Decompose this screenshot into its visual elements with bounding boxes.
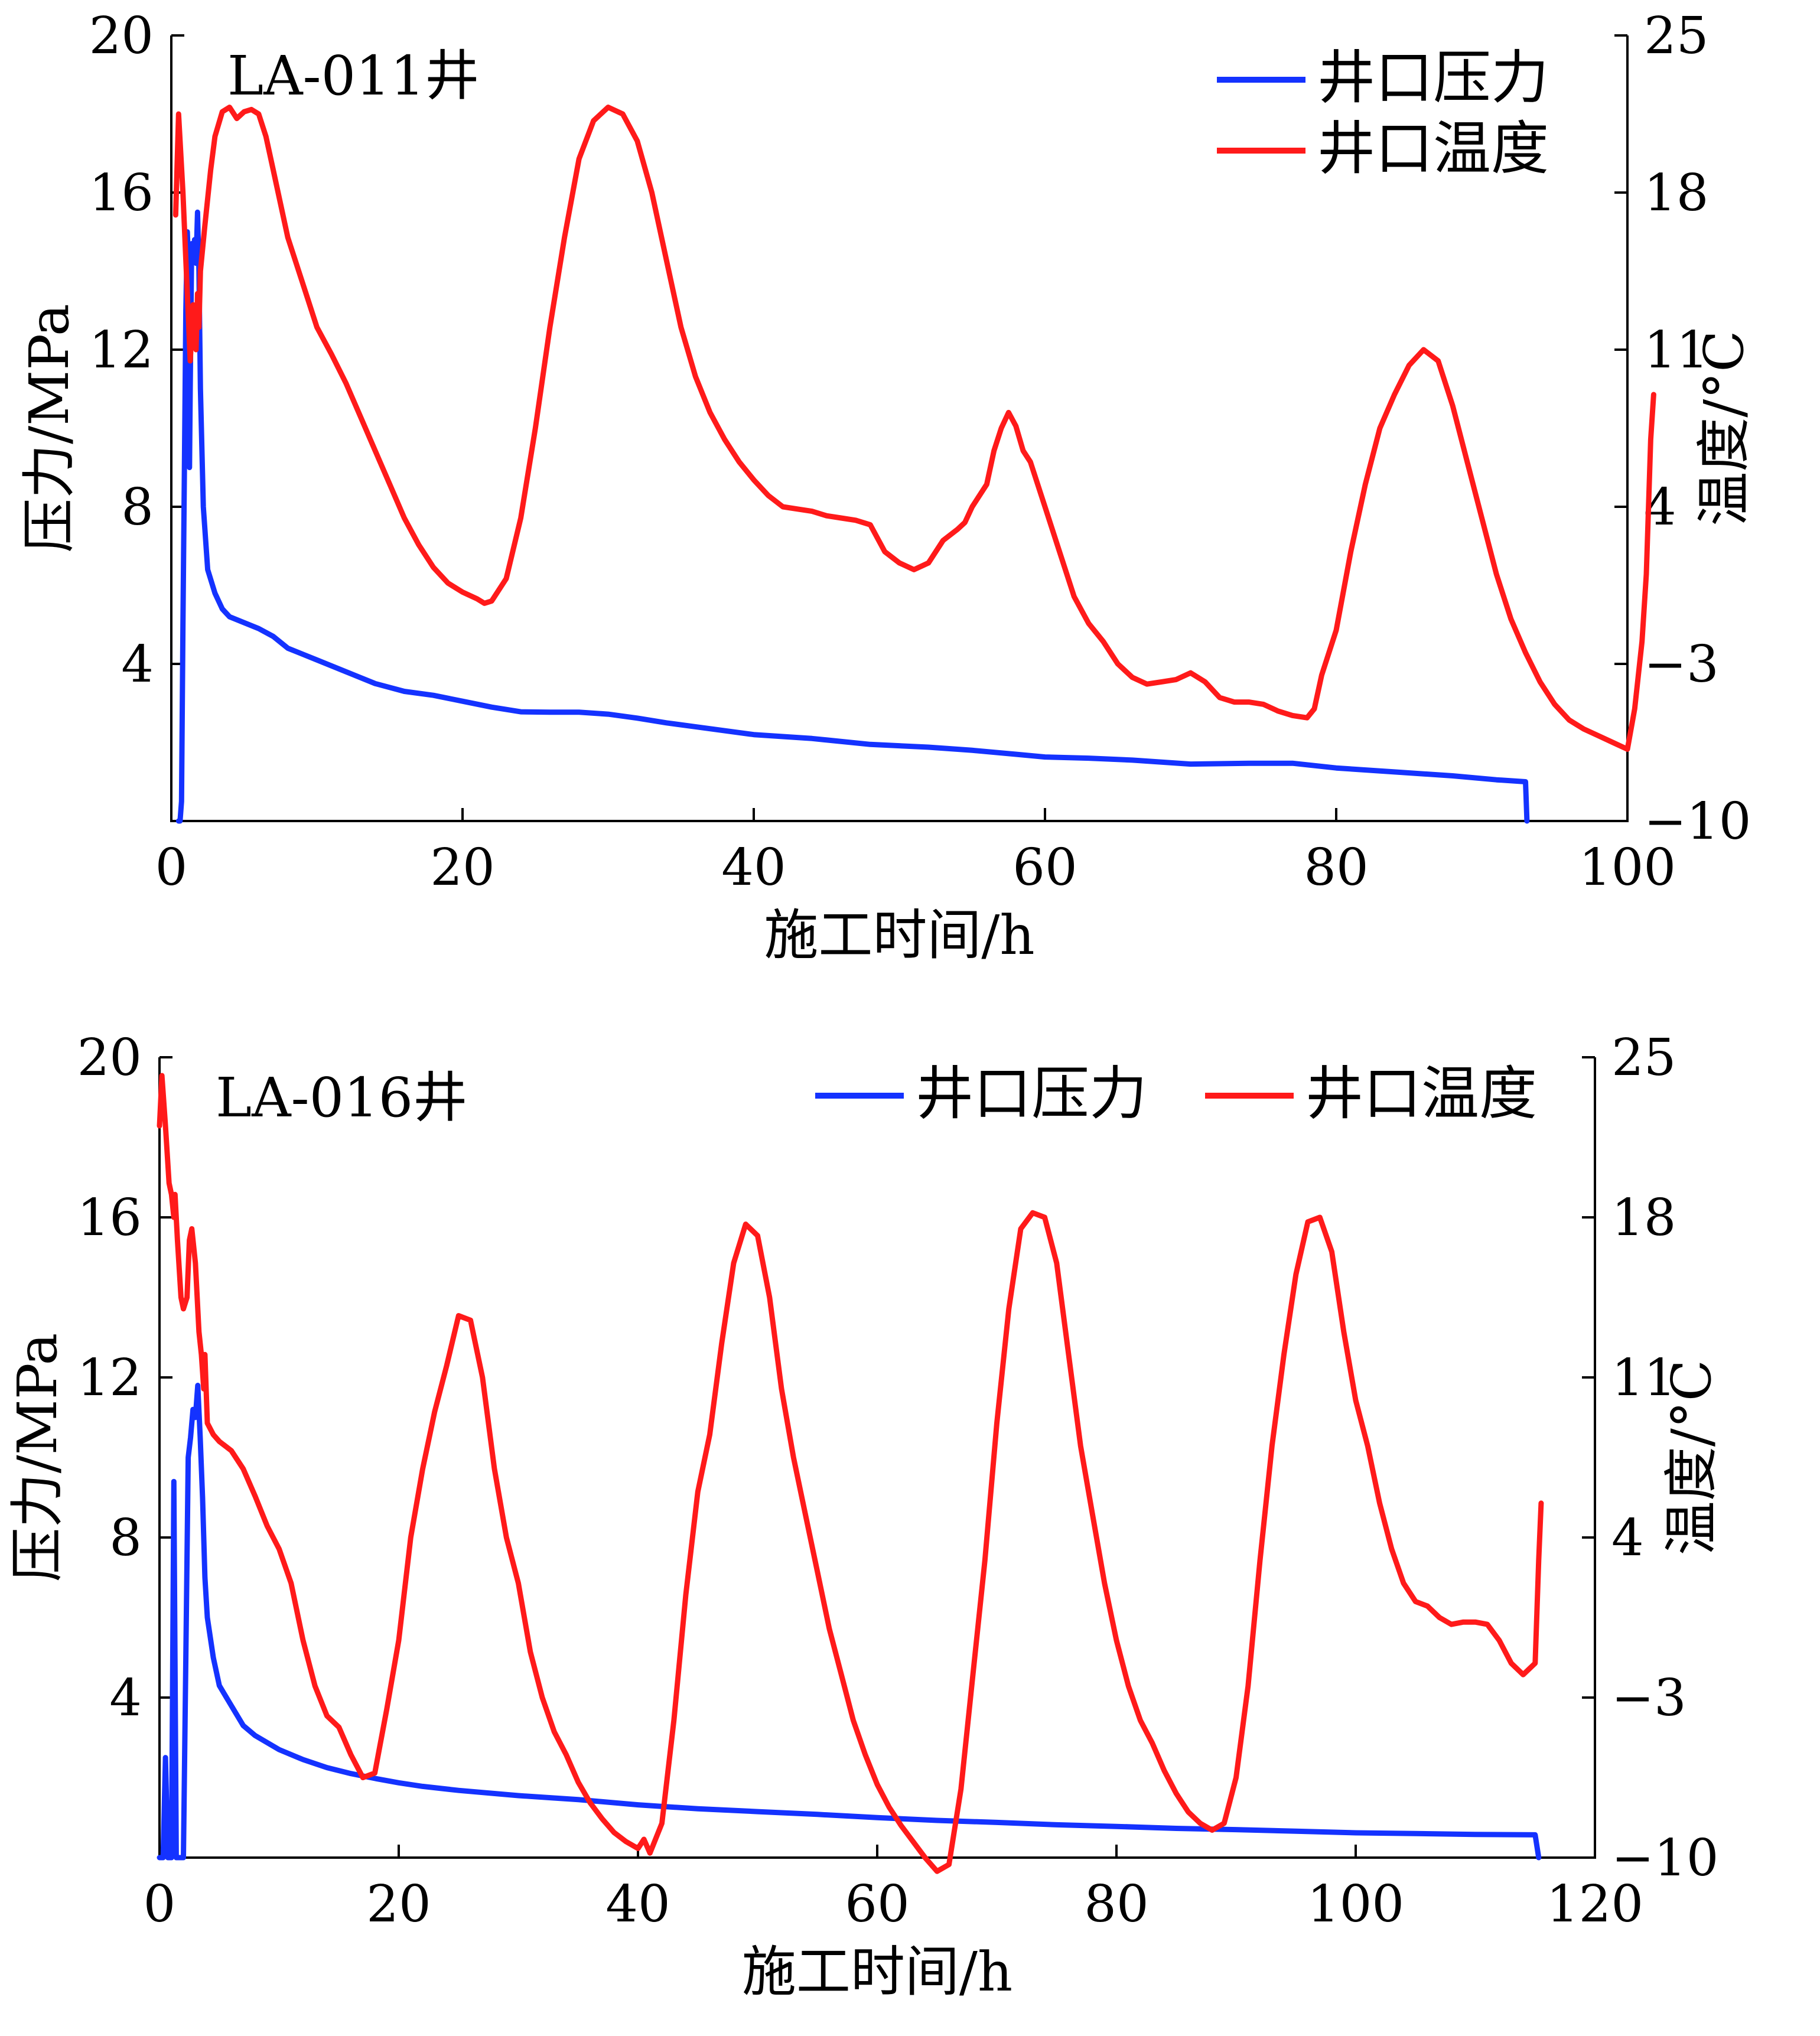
x-tick-label: 60 xyxy=(1012,838,1077,897)
legend-label: 井口压力 xyxy=(916,1060,1147,1128)
y-right-tick-label: 18 xyxy=(1611,1188,1676,1247)
axes-frame xyxy=(170,35,1629,822)
y-left-tick-label: 8 xyxy=(109,1509,142,1568)
panel-la-016: 0 20 40 60 80 100 120 4 8 12 16 20 −10 −3 4 11 18 25 施工时间/… xyxy=(6,1028,1723,2004)
y-right-tick-label: −10 xyxy=(1644,792,1751,851)
y-right-tick-label: 4 xyxy=(1611,1509,1644,1568)
y-right-tick-label: 25 xyxy=(1644,6,1708,66)
x-tick-label: 120 xyxy=(1546,1875,1643,1934)
y-left-axis-title: 压力/MPa xyxy=(6,1333,69,1582)
y-right-tick-label: −3 xyxy=(1644,635,1719,694)
x-tick-label: 100 xyxy=(1307,1875,1404,1934)
temperature-line xyxy=(157,1073,1544,1874)
y-left-tick-label: 4 xyxy=(109,1669,142,1728)
y-right-tick-label: 11 xyxy=(1644,321,1708,380)
y-left-tick-label: 12 xyxy=(89,321,154,380)
temperature-line xyxy=(172,105,1656,752)
x-tick-label: 60 xyxy=(845,1875,909,1934)
y-left-tick-label: 16 xyxy=(77,1188,142,1247)
y-right-tick-label: 25 xyxy=(1611,1028,1676,1087)
y-right-tick-label: −3 xyxy=(1611,1669,1686,1728)
x-tick-label: 0 xyxy=(155,838,188,897)
y-left-tick-label: 16 xyxy=(89,164,154,223)
y-right-axis-title: 温度/°C xyxy=(1692,330,1756,526)
x-tick-label: 20 xyxy=(430,838,494,897)
y-left-tick-label: 4 xyxy=(121,635,154,694)
y-left-tick-label: 20 xyxy=(89,6,154,66)
x-tick-label: 80 xyxy=(1084,1875,1148,1934)
x-tick-label: 40 xyxy=(721,838,786,897)
x-tick-label: 20 xyxy=(366,1875,431,1934)
y-right-axis-title: 温度/°C xyxy=(1660,1360,1723,1555)
y-right-tick-label: −10 xyxy=(1611,1829,1719,1888)
legend-label: 井口压力 xyxy=(1317,44,1549,112)
legend-label: 井口温度 xyxy=(1317,115,1549,183)
panel-la-011: 0 20 40 60 80 10048121620−10−34111825施工时间/h压力… xyxy=(18,6,1756,967)
panel-label: LA-016井 xyxy=(216,1066,467,1129)
x-tick-label: 80 xyxy=(1304,838,1368,897)
x-tick-label: 100 xyxy=(1579,838,1676,897)
y-right-tick-label: 18 xyxy=(1644,164,1708,223)
y-left-axis-title: 压力/MPa xyxy=(18,304,81,553)
y-left-tick-label: 12 xyxy=(77,1348,142,1408)
x-tick-label: 40 xyxy=(605,1875,670,1934)
y-left-tick-label: 8 xyxy=(121,478,154,537)
pressure-line xyxy=(175,209,1530,824)
pressure-line xyxy=(157,1383,1542,1861)
x-tick-label: 0 xyxy=(144,1875,176,1934)
x-axis-title: 施工时间/h xyxy=(764,904,1034,967)
panel-label: LA-011井 xyxy=(227,44,479,107)
axes-frame xyxy=(158,1057,1596,1859)
y-right-tick-label: 11 xyxy=(1611,1348,1676,1408)
x-axis-title: 施工时间/h xyxy=(742,1940,1012,2004)
legend-label: 井口温度 xyxy=(1305,1060,1537,1128)
y-left-tick-label: 20 xyxy=(77,1028,142,1087)
